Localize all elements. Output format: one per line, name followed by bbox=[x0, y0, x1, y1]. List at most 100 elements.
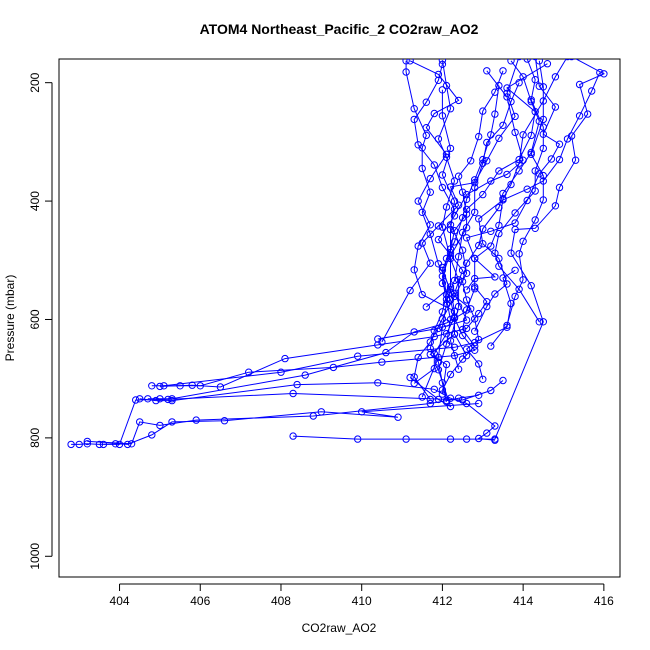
data-point bbox=[511, 266, 519, 274]
data-point bbox=[491, 422, 499, 430]
data-point bbox=[503, 89, 511, 98]
data-point bbox=[410, 266, 418, 274]
data-point bbox=[511, 292, 519, 301]
data-point bbox=[564, 59, 571, 61]
data-point bbox=[127, 440, 136, 448]
data-point bbox=[491, 249, 499, 257]
data-point bbox=[507, 59, 515, 65]
series-line bbox=[159, 286, 488, 388]
data-point bbox=[535, 117, 543, 125]
y-axis: 200 400 600 800 1000 bbox=[28, 72, 53, 570]
series-line bbox=[413, 64, 468, 400]
data-point bbox=[123, 440, 132, 449]
data-point bbox=[430, 364, 438, 373]
data-point bbox=[450, 227, 459, 235]
series-clip-group bbox=[67, 59, 608, 449]
data-point bbox=[410, 105, 418, 113]
data-point bbox=[422, 131, 430, 140]
data-point bbox=[507, 97, 515, 106]
data-point bbox=[551, 202, 560, 210]
data-point bbox=[551, 73, 560, 81]
data-point bbox=[596, 68, 604, 77]
data-point bbox=[438, 279, 447, 288]
data-point bbox=[499, 195, 507, 203]
data-point bbox=[442, 330, 451, 338]
x-tick-label: 404 bbox=[110, 594, 130, 608]
data-point bbox=[479, 375, 487, 383]
data-point bbox=[555, 155, 564, 164]
data-point bbox=[188, 381, 196, 389]
data-point bbox=[438, 323, 447, 331]
profile-series bbox=[491, 59, 547, 326]
data-point bbox=[442, 360, 451, 369]
data-point bbox=[475, 241, 483, 250]
data-point bbox=[446, 285, 455, 293]
series-line bbox=[429, 70, 504, 402]
data-point bbox=[446, 221, 455, 229]
data-point bbox=[430, 385, 438, 393]
data-point bbox=[471, 315, 479, 323]
data-point bbox=[75, 440, 83, 449]
data-point bbox=[475, 132, 483, 141]
data-point bbox=[479, 190, 487, 199]
data-point bbox=[495, 221, 503, 230]
data-point bbox=[600, 70, 608, 78]
data-point bbox=[358, 408, 366, 416]
data-point bbox=[430, 327, 438, 335]
y-tick-label: 200 bbox=[28, 72, 42, 92]
data-point bbox=[414, 242, 422, 250]
data-point bbox=[543, 60, 552, 68]
data-point bbox=[422, 303, 430, 311]
profile-series bbox=[378, 59, 522, 346]
data-point bbox=[531, 216, 539, 224]
data-point bbox=[414, 353, 422, 362]
data-point bbox=[511, 112, 519, 121]
data-point bbox=[503, 280, 511, 288]
x-tick-label: 410 bbox=[352, 594, 372, 608]
data-point bbox=[515, 250, 523, 258]
series-line bbox=[490, 60, 544, 347]
data-point bbox=[414, 141, 422, 149]
data-point bbox=[281, 354, 289, 363]
data-point bbox=[402, 59, 410, 65]
data-point bbox=[382, 348, 390, 357]
data-point bbox=[374, 379, 382, 387]
data-point bbox=[378, 338, 386, 346]
data-point bbox=[503, 170, 511, 179]
data-point bbox=[115, 440, 124, 449]
data-point bbox=[499, 121, 507, 130]
data-point bbox=[523, 59, 531, 63]
data-point bbox=[527, 131, 535, 140]
data-point bbox=[555, 183, 564, 192]
data-point bbox=[503, 321, 511, 330]
data-point bbox=[503, 84, 511, 92]
data-point bbox=[426, 174, 434, 183]
data-point bbox=[426, 230, 434, 238]
data-point bbox=[462, 259, 471, 267]
data-point bbox=[83, 440, 92, 448]
data-point bbox=[446, 402, 455, 411]
data-point bbox=[555, 140, 564, 148]
data-point bbox=[523, 196, 531, 205]
y-tick-label: 400 bbox=[28, 191, 42, 211]
data-point bbox=[539, 318, 547, 326]
data-point bbox=[491, 88, 499, 96]
data-point bbox=[511, 128, 519, 137]
x-axis-label: CO2raw_AO2 bbox=[302, 621, 377, 635]
data-point bbox=[450, 330, 459, 338]
data-point bbox=[442, 203, 451, 211]
data-point bbox=[434, 366, 443, 374]
profile-series bbox=[402, 59, 471, 360]
data-point bbox=[471, 176, 479, 184]
data-point bbox=[539, 144, 547, 153]
profile-series bbox=[426, 67, 507, 406]
data-point bbox=[519, 131, 527, 139]
data-point bbox=[220, 417, 229, 425]
data-point bbox=[515, 285, 523, 293]
data-point bbox=[454, 276, 463, 284]
data-point bbox=[515, 159, 523, 167]
data-point bbox=[394, 413, 402, 421]
data-point bbox=[531, 224, 539, 233]
data-point bbox=[434, 260, 443, 268]
data-point bbox=[148, 382, 156, 390]
